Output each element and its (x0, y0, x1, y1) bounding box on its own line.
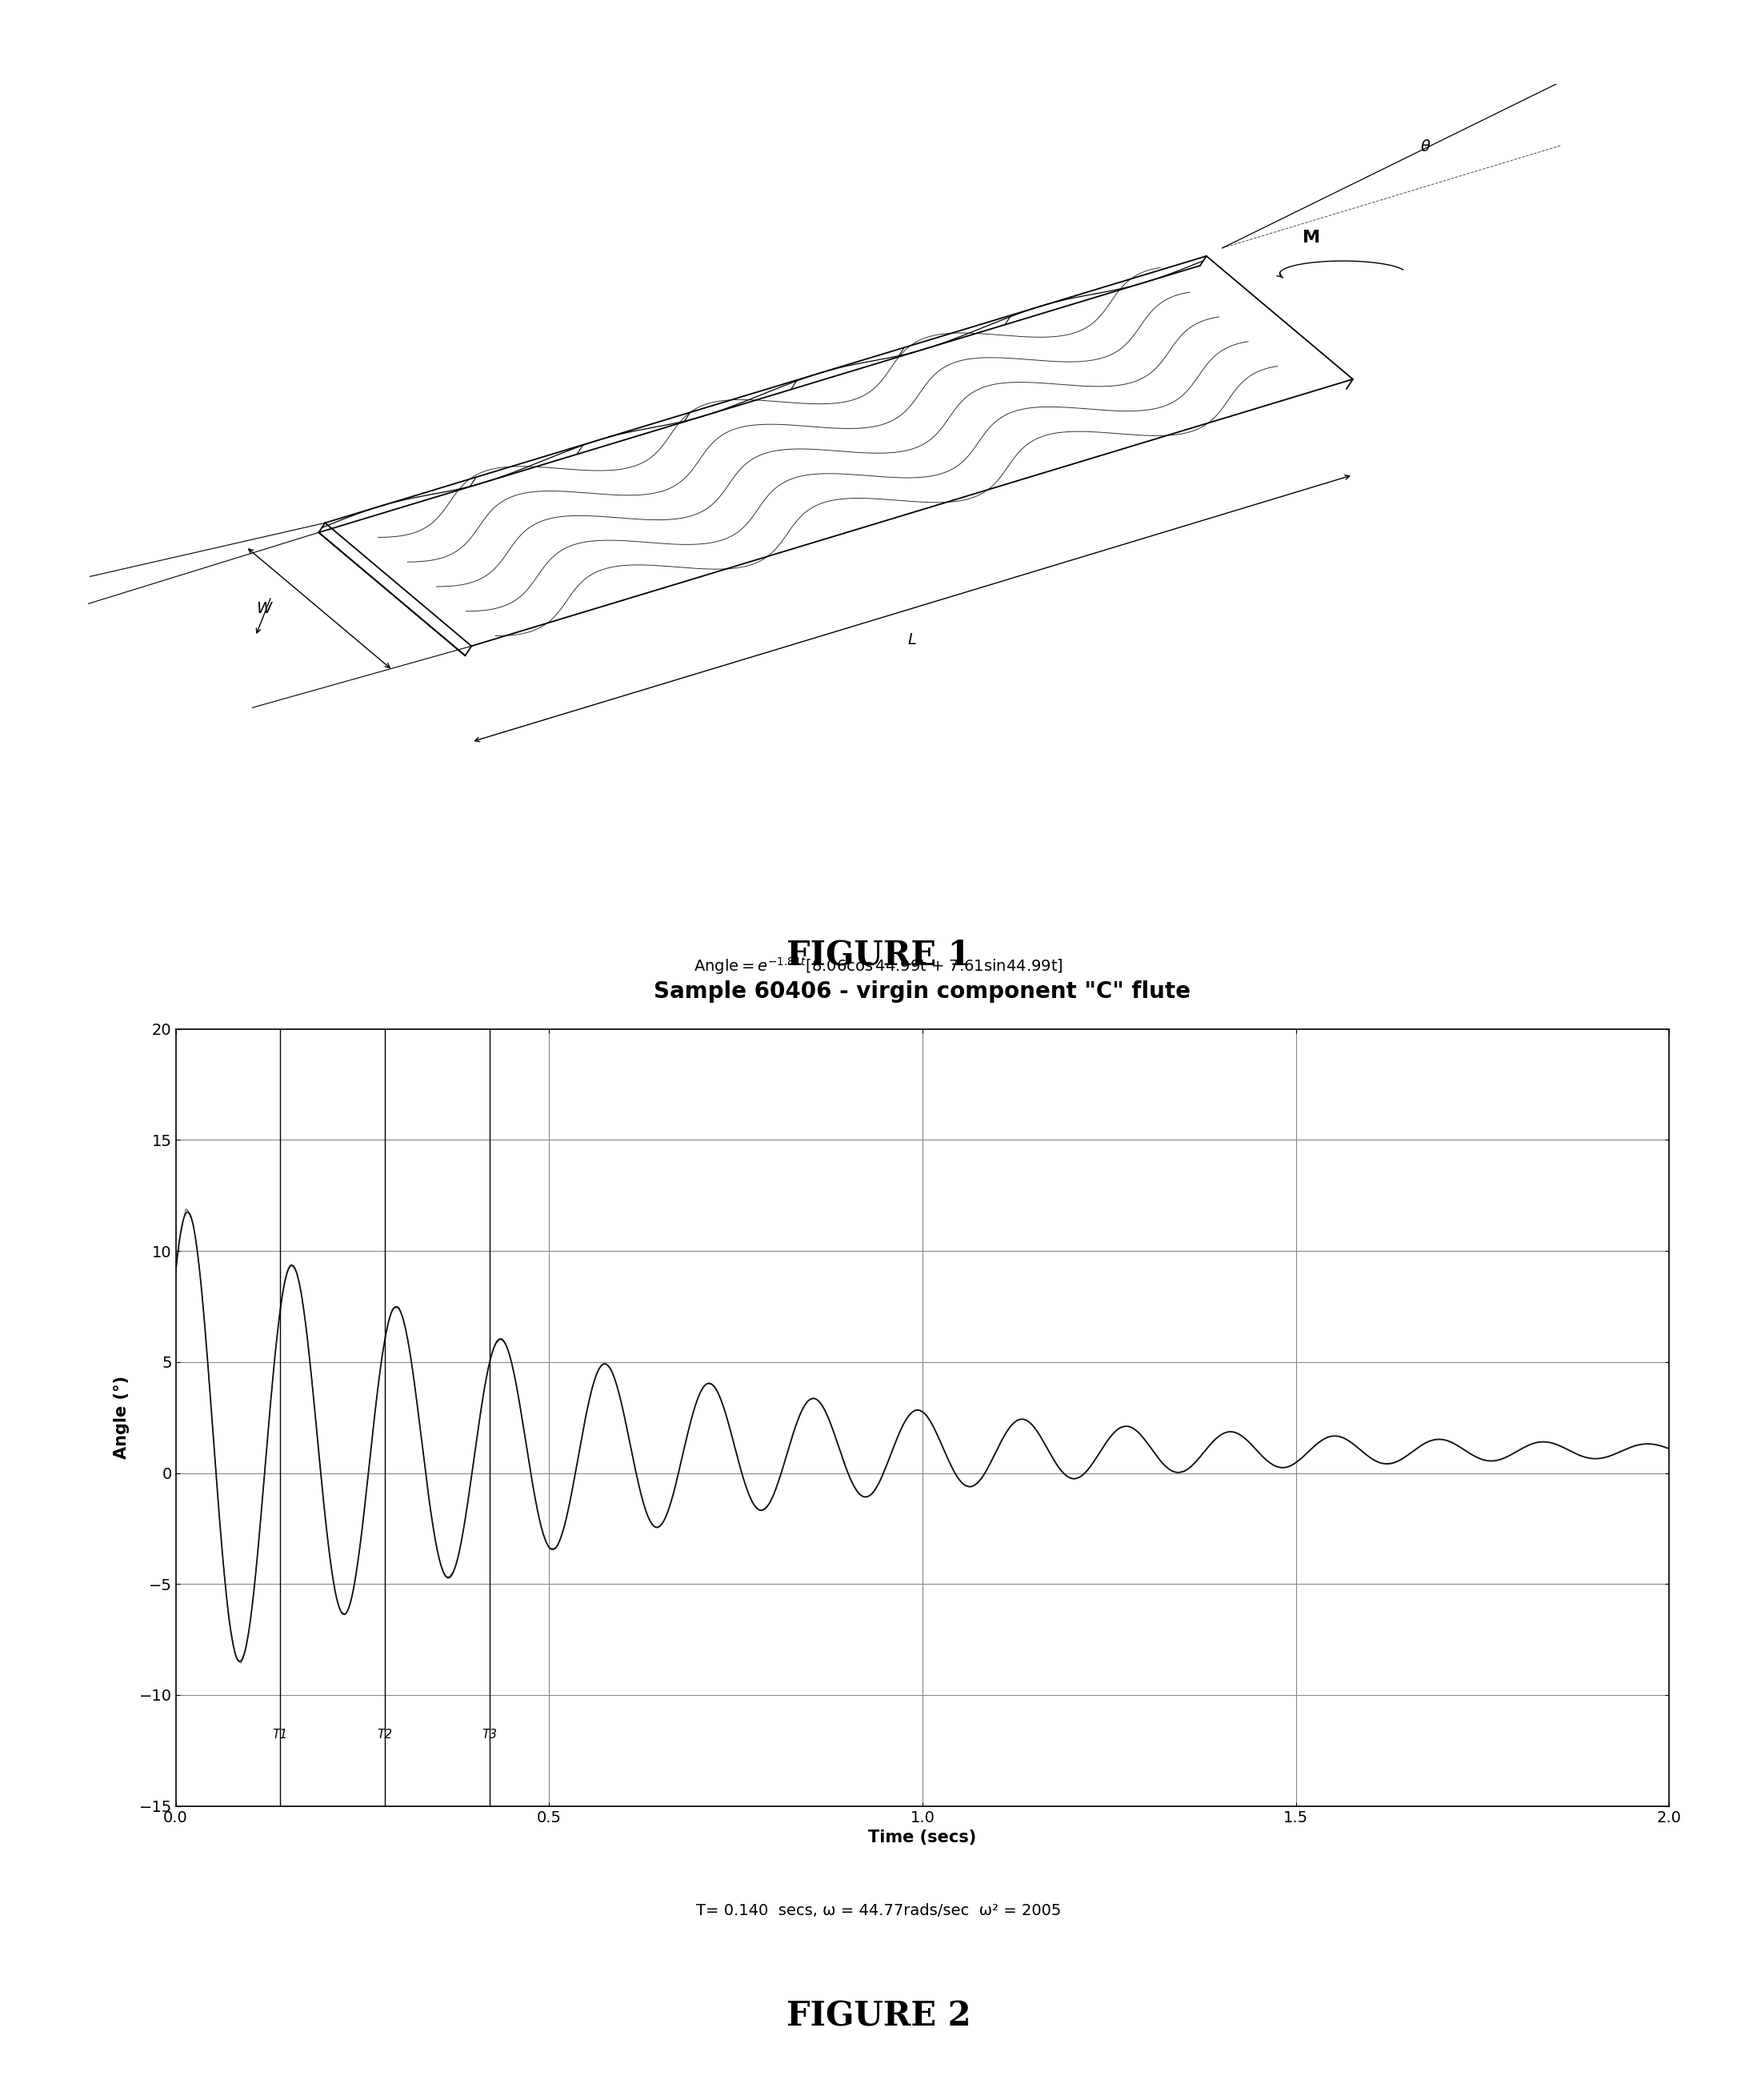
Text: Angle$=e^{-1.81t}$[8.06cos$\,$44.99t + 7.61sin44.99t]: Angle$=e^{-1.81t}$[8.06cos$\,$44.99t + 7… (694, 956, 1063, 976)
X-axis label: Time (secs): Time (secs) (868, 1829, 977, 1846)
Text: L: L (908, 632, 917, 647)
Text: M: M (1302, 229, 1320, 246)
Text: T1: T1 (272, 1728, 288, 1741)
Text: $\theta$: $\theta$ (1420, 139, 1430, 153)
Text: W: W (257, 601, 272, 615)
Y-axis label: Angle (°): Angle (°) (114, 1376, 130, 1459)
Title: Sample 60406 - virgin component "C" flute: Sample 60406 - virgin component "C" flut… (654, 981, 1191, 1002)
Text: T2: T2 (378, 1728, 392, 1741)
Text: T3: T3 (481, 1728, 497, 1741)
Text: FIGURE 1: FIGURE 1 (785, 939, 972, 972)
Text: T= 0.140  secs, ω = 44.77rads/sec  ω² = 2005: T= 0.140 secs, ω = 44.77rads/sec ω² = 20… (696, 1903, 1061, 1919)
Text: FIGURE 2: FIGURE 2 (785, 1999, 972, 2033)
